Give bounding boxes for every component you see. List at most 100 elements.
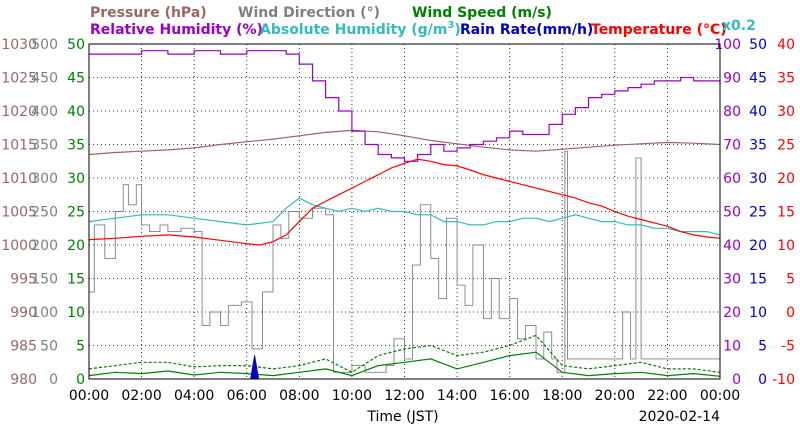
y-tick-label-temperature: 0 xyxy=(786,305,795,321)
y-tick-label-relative-humidity: 70 xyxy=(723,138,741,154)
y-tick-label-pressure: 1030 xyxy=(1,37,37,53)
series-line-absolute-humidity-g-m3-x0-2 xyxy=(88,197,721,236)
legend-relative-humidity: Relative Humidity (%) xyxy=(90,22,263,38)
y-tick-label-relative-humidity: 90 xyxy=(723,71,741,87)
y-tick-label-temperature: 35 xyxy=(777,71,795,87)
plot-frame xyxy=(88,43,721,380)
y-tick-label-rain-rate: 45 xyxy=(749,71,767,87)
y-tick-label-pressure: 1000 xyxy=(1,238,37,254)
y-tick-label-wind-speed: 40 xyxy=(67,104,85,120)
series-line-temperature-c xyxy=(88,158,721,246)
y-tick-label-wind-speed: 15 xyxy=(67,272,85,288)
x-tick-label: 22:00 xyxy=(647,388,687,404)
x-tick-label: 00:00 xyxy=(700,388,740,404)
legend-pressure: Pressure (hPa) xyxy=(90,5,207,21)
plot-area xyxy=(88,50,721,380)
x-tick-label: 04:00 xyxy=(174,388,214,404)
y-tick-label-rain-rate: 0 xyxy=(758,372,767,388)
x-tick-label: 00:00 xyxy=(69,388,109,404)
y-tick-label-wind-speed: 30 xyxy=(67,171,85,187)
y-tick-label-wind-direction: 450 xyxy=(31,71,58,87)
x-tick-label: 08:00 xyxy=(279,388,319,404)
series-line-wind-direction xyxy=(89,150,720,373)
y-tick-label-wind-direction: 350 xyxy=(31,138,58,154)
y-tick-label-wind-direction: 400 xyxy=(31,104,58,120)
y-tick-label-wind-direction: 500 xyxy=(31,37,58,53)
legend-temperature: Temperature (°C) xyxy=(591,22,727,38)
y-tick-label-wind-direction: 150 xyxy=(31,272,58,288)
y-tick-label-temperature: -10 xyxy=(772,372,795,388)
y-tick-label-temperature: 40 xyxy=(777,37,795,53)
y-tick-label-wind-direction: 250 xyxy=(31,205,58,221)
y-tick-label-relative-humidity: 60 xyxy=(723,171,741,187)
y-tick-label-rain-rate: 40 xyxy=(749,104,767,120)
y-tick-label-rain-rate: 15 xyxy=(749,272,767,288)
x-tick-label: 10:00 xyxy=(332,388,372,404)
legend-wind-direction: Wind Direction (°) xyxy=(238,5,380,21)
y-tick-label-relative-humidity: 10 xyxy=(723,339,741,355)
x-axis-title: Time (JST) xyxy=(366,409,438,425)
x-tick-label: 20:00 xyxy=(595,388,635,404)
y-tick-label-pressure: 980 xyxy=(10,372,37,388)
y-tick-label-temperature: 10 xyxy=(777,238,795,254)
y-tick-label-relative-humidity: 20 xyxy=(723,305,741,321)
y-tick-label-temperature: 30 xyxy=(777,104,795,120)
y-tick-label-wind-speed: 20 xyxy=(67,238,85,254)
x-tick-label: 12:00 xyxy=(384,388,424,404)
y-tick-label-wind-speed: 35 xyxy=(67,138,85,154)
y-tick-label-pressure: 1025 xyxy=(1,71,37,87)
y-tick-label-wind-direction: 100 xyxy=(31,305,58,321)
y-tick-label-rain-rate: 20 xyxy=(749,238,767,254)
y-tick-label-wind-direction: 300 xyxy=(31,171,58,187)
y-tick-label-temperature: -5 xyxy=(781,339,795,355)
legend-absolute-humidity-sup: 3 xyxy=(447,20,454,31)
y-tick-label-wind-speed: 10 xyxy=(67,305,85,321)
y-tick-label-wind-speed: 25 xyxy=(67,205,85,221)
y-tick-label-wind-direction: 0 xyxy=(49,372,58,388)
y-tick-label-rain-rate: 10 xyxy=(749,305,767,321)
y-tick-label-rain-rate: 25 xyxy=(749,205,767,221)
y-tick-label-wind-speed: 5 xyxy=(76,339,85,355)
legend-wind-speed: Wind Speed (m/s) xyxy=(412,5,552,21)
y-tick-label-rain-rate: 35 xyxy=(749,138,767,154)
y-tick-label-wind-speed: 50 xyxy=(67,37,85,53)
legend-absolute-humidity-main: Absolute Humidity (g/m xyxy=(260,22,447,38)
legend-absolute-humidity-tail: ) xyxy=(454,22,460,38)
y-tick-label-pressure: 995 xyxy=(10,272,37,288)
y-tick-label-rain-rate: 5 xyxy=(758,339,767,355)
y-tick-label-pressure: 1010 xyxy=(1,171,37,187)
series-line-wind-speed-m-s xyxy=(88,351,721,377)
x-tick-label: 14:00 xyxy=(437,388,477,404)
y-tick-label-relative-humidity: 100 xyxy=(714,37,741,53)
y-tick-label-wind-direction: 50 xyxy=(40,339,58,355)
y-tick-label-pressure: 985 xyxy=(10,339,37,355)
y-tick-label-pressure: 1020 xyxy=(1,104,37,120)
y-tick-label-wind-speed: 0 xyxy=(76,372,85,388)
series-line-wind-speed-gust-m-s xyxy=(88,334,721,373)
y-tick-label-temperature: 20 xyxy=(777,171,795,187)
legend-abs-hum-scale: x0.2 xyxy=(722,18,756,34)
y-tick-label-pressure: 1005 xyxy=(1,205,37,221)
y-tick-label-rain-rate: 30 xyxy=(749,171,767,187)
y-tick-label-rain-rate: 50 xyxy=(749,37,767,53)
y-tick-label-relative-humidity: 80 xyxy=(723,104,741,120)
legend-rain-rate: Rain Rate(mm/h) xyxy=(460,22,593,38)
y-tick-label-temperature: 25 xyxy=(777,138,795,154)
y-tick-label-pressure: 1015 xyxy=(1,138,37,154)
chart-date: 2020-02-14 xyxy=(639,409,720,425)
y-tick-label-relative-humidity: 50 xyxy=(723,205,741,221)
x-tick-label: 02:00 xyxy=(121,388,161,404)
x-tick-label: 18:00 xyxy=(542,388,582,404)
y-tick-label-relative-humidity: 30 xyxy=(723,272,741,288)
axes: 00:00 02:00 04:00 06:00 08:00 10:00 12:00 14:00… xyxy=(1,37,795,404)
y-tick-label-pressure: 990 xyxy=(10,305,37,321)
y-tick-label-temperature: 5 xyxy=(786,272,795,288)
series-line-relative-humidity xyxy=(89,50,721,162)
y-tick-label-wind-speed: 45 xyxy=(67,71,85,87)
y-tick-label-wind-direction: 200 xyxy=(31,238,58,254)
y-tick-label-relative-humidity: 40 xyxy=(723,238,741,254)
y-tick-label-relative-humidity: 0 xyxy=(732,372,741,388)
x-tick-label: 06:00 xyxy=(227,388,267,404)
